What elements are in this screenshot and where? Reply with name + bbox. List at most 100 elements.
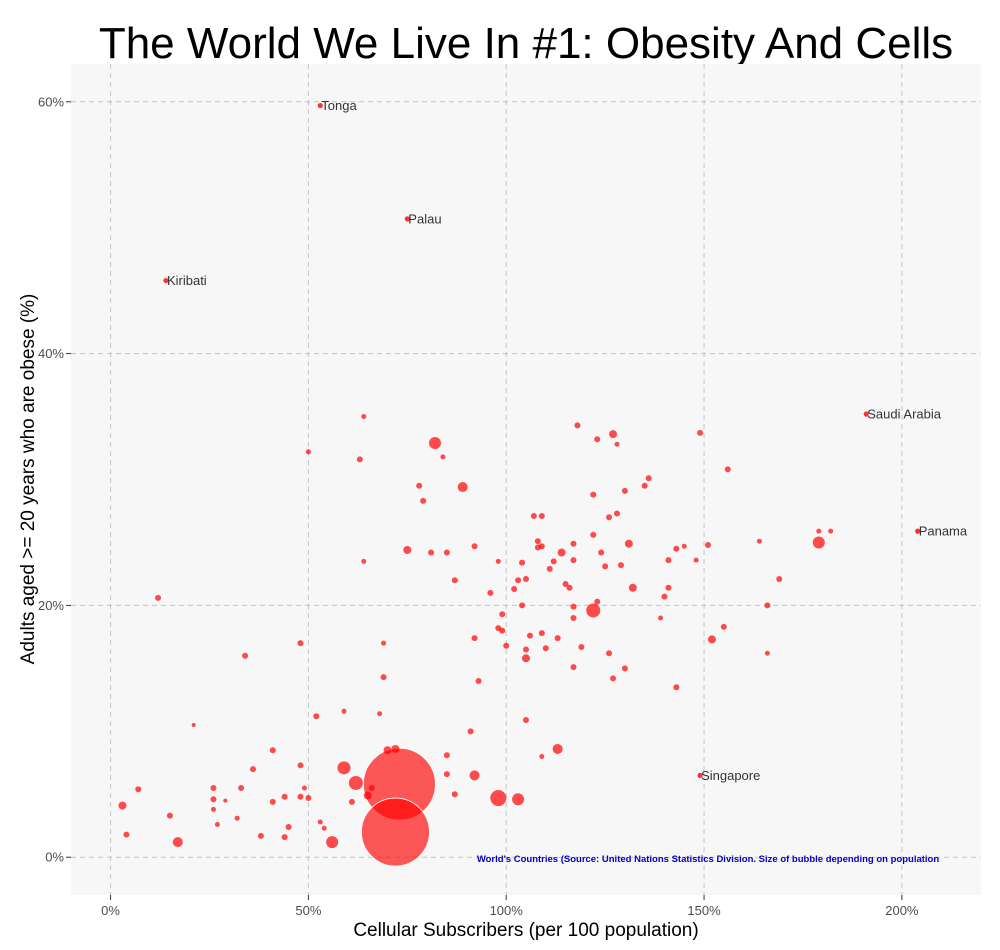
data-bubble xyxy=(214,821,220,827)
data-bubble xyxy=(297,762,304,769)
data-bubble xyxy=(816,528,822,534)
labeled-data-bubble xyxy=(697,772,703,778)
data-bubble xyxy=(681,543,687,549)
data-bubble xyxy=(451,791,458,798)
data-bubble xyxy=(471,635,478,642)
data-bubble xyxy=(443,549,450,556)
data-bubble xyxy=(590,531,597,538)
labeled-data-bubble xyxy=(163,277,169,284)
x-tick-label: 100% xyxy=(490,903,524,918)
data-bubble xyxy=(356,456,363,463)
data-bubble xyxy=(546,565,553,572)
data-bubble xyxy=(661,593,668,600)
data-bubble xyxy=(281,793,288,800)
data-bubble xyxy=(250,766,256,773)
bubble-layer xyxy=(118,102,921,867)
data-bubble xyxy=(234,815,240,821)
grid-lines xyxy=(71,64,981,895)
data-bubble xyxy=(155,594,162,601)
data-bubble xyxy=(420,497,427,504)
data-bubble xyxy=(697,429,704,436)
data-bubble xyxy=(281,834,288,841)
data-bubble xyxy=(594,436,601,443)
data-bubble xyxy=(348,798,355,805)
data-bubble xyxy=(238,784,245,791)
x-tick-label: 200% xyxy=(885,903,919,918)
data-bubble xyxy=(443,771,450,778)
data-bubble xyxy=(552,743,563,754)
labeled-data-bubble xyxy=(863,411,869,417)
data-bubble xyxy=(377,711,383,717)
data-bubble xyxy=(403,546,412,555)
data-bubble xyxy=(123,831,130,838)
source-note: World's Countries (Source: United Nation… xyxy=(477,854,940,865)
data-bubble xyxy=(538,513,545,520)
y-tick-label: 20% xyxy=(38,598,64,613)
data-bubble xyxy=(609,430,618,439)
data-bubble xyxy=(428,549,435,556)
data-bubble xyxy=(828,528,834,534)
data-bubble xyxy=(621,665,628,672)
data-bubble xyxy=(539,754,545,759)
data-bubble xyxy=(557,548,566,557)
data-bubble xyxy=(534,538,541,545)
data-bubble xyxy=(511,586,518,593)
data-bubble xyxy=(391,744,400,753)
axis-ticks: 0% 50% 100% 150% 200% 0% 20% 40% 60% xyxy=(38,94,919,918)
data-bubble xyxy=(519,602,526,609)
data-bubble xyxy=(523,646,529,653)
data-bubble xyxy=(610,675,617,682)
data-bubble xyxy=(530,513,537,520)
data-bubble xyxy=(523,575,529,582)
data-bubble xyxy=(363,791,372,800)
data-bubble xyxy=(242,652,249,659)
data-bubble xyxy=(570,557,577,564)
data-bubble xyxy=(368,784,375,791)
data-bubble xyxy=(554,635,561,642)
data-bubble xyxy=(487,589,494,596)
data-bubble xyxy=(337,761,351,775)
data-bubble xyxy=(383,746,392,755)
data-bubble xyxy=(665,557,672,564)
data-bubble xyxy=(566,584,573,591)
point-label: Kiribati xyxy=(167,273,207,288)
data-bubble xyxy=(341,708,347,714)
data-bubble xyxy=(471,543,478,550)
data-bubble xyxy=(621,487,628,494)
data-bubble xyxy=(624,539,633,548)
data-bubble xyxy=(570,615,577,621)
data-bubble xyxy=(570,603,577,610)
data-bubble xyxy=(361,797,430,867)
data-bubble xyxy=(210,796,217,803)
data-bubble xyxy=(522,654,530,663)
data-bubble xyxy=(512,793,525,806)
plot-panel xyxy=(71,64,981,895)
x-tick-label: 50% xyxy=(295,903,321,918)
data-bubble xyxy=(764,650,770,656)
data-bubble xyxy=(538,630,545,637)
data-bubble xyxy=(469,770,480,781)
data-bubble xyxy=(499,627,506,634)
data-bubble xyxy=(645,475,652,482)
data-bubble xyxy=(641,482,648,489)
data-bubble xyxy=(297,640,304,647)
data-bubble xyxy=(416,482,423,489)
data-bubble xyxy=(538,543,545,550)
point-label: Singapore xyxy=(701,768,760,783)
data-bubble xyxy=(570,664,577,671)
data-bubble xyxy=(574,422,581,429)
data-bubble xyxy=(118,801,127,810)
point-label: Panama xyxy=(919,524,968,539)
data-bubble xyxy=(550,558,557,565)
y-axis-label: Adults aged >= 20 years who are obese (%… xyxy=(18,294,39,665)
data-bubble xyxy=(503,642,510,649)
data-bubble xyxy=(602,563,609,570)
data-bubble xyxy=(606,650,613,657)
data-bubble xyxy=(519,559,526,566)
data-bubble xyxy=(191,723,196,728)
data-bubble xyxy=(361,558,367,564)
labeled-data-bubble xyxy=(915,528,921,534)
data-bubble xyxy=(526,632,533,639)
y-tick-label: 0% xyxy=(45,850,64,865)
data-bubble xyxy=(380,674,387,681)
